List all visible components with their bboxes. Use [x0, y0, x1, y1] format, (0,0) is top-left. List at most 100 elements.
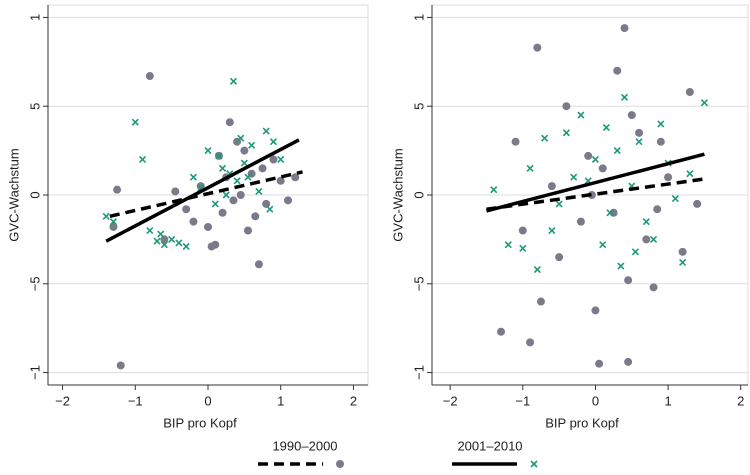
- point: [591, 306, 600, 315]
- y-tick-label: −5: [411, 276, 426, 291]
- y-tick-label: 1: [27, 14, 42, 21]
- point: [519, 244, 527, 252]
- point: [576, 217, 585, 226]
- point: [613, 147, 621, 155]
- point: [258, 164, 267, 173]
- x-tick-label: 1: [277, 393, 284, 408]
- point: [627, 111, 636, 120]
- point: [635, 128, 644, 137]
- point: [555, 253, 564, 262]
- y-tick-label: 5: [27, 103, 42, 110]
- fit-line: [486, 177, 705, 211]
- point: [153, 237, 161, 245]
- x-tick-label: −2: [55, 393, 70, 408]
- point: [266, 205, 274, 213]
- point: [656, 137, 665, 146]
- point: [146, 226, 154, 235]
- point: [620, 24, 629, 33]
- x-tick-label: −1: [128, 393, 143, 408]
- point: [657, 120, 665, 128]
- y-tick-label: −1: [411, 365, 426, 380]
- point: [189, 217, 198, 226]
- point: [225, 118, 234, 127]
- point: [113, 185, 122, 194]
- point: [511, 137, 520, 146]
- x-axis-label: BIP pro Kopf: [545, 415, 619, 430]
- point: [613, 66, 622, 75]
- point: [218, 164, 227, 172]
- fit-line: [486, 152, 705, 213]
- point: [649, 235, 658, 243]
- point: [157, 230, 165, 238]
- y-axis-label: GVC-Wachstum: [6, 148, 21, 241]
- point: [269, 155, 278, 164]
- point: [591, 155, 600, 164]
- point: [254, 260, 263, 269]
- point: [229, 196, 238, 205]
- point: [145, 72, 154, 81]
- point: [685, 88, 694, 97]
- point: [624, 357, 633, 366]
- point: [497, 327, 506, 336]
- point: [175, 239, 183, 247]
- point: [211, 200, 219, 208]
- point: [109, 218, 118, 226]
- y-tick-label: 5: [411, 103, 426, 110]
- point: [215, 152, 223, 160]
- point: [138, 155, 147, 164]
- y-axis-label: GVC-Wachstum: [390, 148, 405, 241]
- point: [222, 191, 230, 199]
- point: [182, 242, 190, 251]
- point: [244, 226, 252, 235]
- point: [262, 199, 271, 208]
- point: [189, 173, 198, 181]
- point: [229, 77, 238, 85]
- x-tick-label: 1: [664, 393, 671, 408]
- x-tick-label: 2: [737, 393, 744, 408]
- fit-line: [109, 170, 303, 219]
- point: [207, 242, 216, 251]
- y-tick-label: −1: [27, 365, 42, 380]
- point: [533, 266, 541, 274]
- point: [255, 187, 263, 196]
- point: [541, 134, 549, 142]
- y-tick-label: 0: [411, 191, 426, 198]
- x-tick-label: 2: [350, 393, 357, 408]
- point: [526, 164, 534, 172]
- point: [584, 151, 593, 160]
- point: [693, 199, 702, 208]
- x-tick-label: 0: [592, 393, 599, 408]
- x-axis-label: BIP pro Kopf: [163, 415, 237, 430]
- point: [116, 361, 125, 370]
- point: [562, 129, 570, 137]
- point: [131, 118, 139, 126]
- point: [700, 99, 708, 107]
- legend-marker: [336, 460, 344, 468]
- point: [606, 209, 614, 217]
- point: [653, 205, 662, 214]
- x-tick-label: 0: [204, 393, 211, 408]
- point: [679, 258, 687, 267]
- point: [671, 194, 679, 203]
- point: [678, 247, 687, 256]
- point: [277, 155, 285, 164]
- point: [236, 191, 245, 199]
- point: [577, 111, 585, 119]
- point: [109, 222, 118, 231]
- point: [204, 147, 212, 155]
- point: [237, 134, 245, 142]
- point: [490, 186, 498, 194]
- legend-label: 1990–2000: [272, 438, 337, 453]
- point: [664, 173, 673, 182]
- point: [182, 205, 191, 214]
- point: [526, 338, 535, 347]
- point: [686, 170, 694, 178]
- point: [284, 196, 292, 205]
- point: [269, 138, 278, 146]
- point: [570, 173, 578, 181]
- point: [504, 241, 512, 249]
- point: [160, 235, 169, 244]
- point: [536, 297, 545, 306]
- y-tick-label: 1: [411, 14, 426, 21]
